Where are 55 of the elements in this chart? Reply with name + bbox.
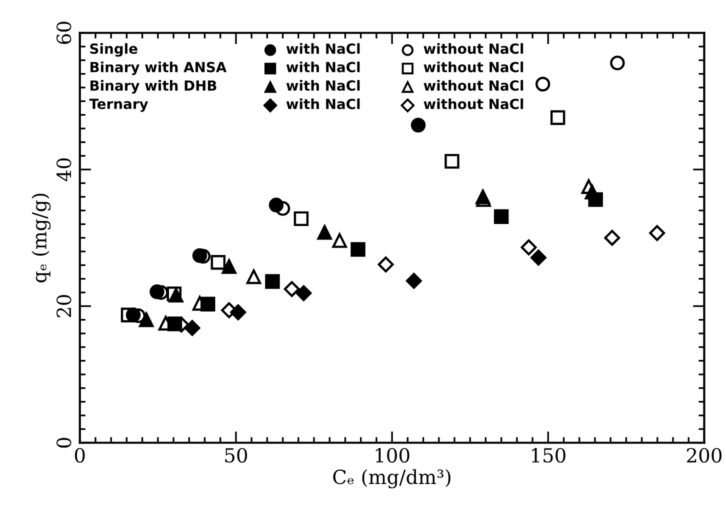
annotation: Single	[90, 43, 138, 57]
legend-label: without NaCl	[424, 80, 524, 91]
point	[476, 189, 490, 204]
point	[550, 110, 566, 125]
point	[268, 198, 284, 212]
legend-label: without NaCl	[424, 43, 524, 54]
point	[246, 269, 262, 284]
point	[192, 248, 208, 263]
annotation: Ternary	[89, 98, 148, 112]
annotation: Binary with ANSA	[90, 62, 227, 76]
point	[296, 285, 312, 302]
point	[184, 320, 200, 336]
legend-label: without NaCl	[424, 62, 524, 72]
x-tick-label: 200	[686, 448, 722, 463]
point	[317, 224, 332, 240]
point	[350, 242, 366, 257]
y-tick-label: 40	[56, 158, 72, 182]
y-axis-title: qₑ (mg/g)	[32, 194, 51, 282]
point	[230, 304, 246, 320]
point	[284, 281, 300, 298]
point	[535, 76, 550, 92]
point	[150, 284, 164, 300]
point	[410, 118, 426, 132]
y-tick-label: 0	[56, 438, 72, 448]
point	[265, 274, 280, 289]
point	[444, 154, 460, 169]
point	[210, 255, 226, 270]
x-tick-label: 150	[532, 448, 566, 463]
point	[610, 56, 625, 70]
point	[604, 230, 620, 246]
point	[494, 209, 509, 224]
legend-label: with NaCl	[286, 62, 360, 72]
point	[406, 272, 422, 289]
x-tick-label: 0	[74, 448, 85, 463]
y-tick-label: 20	[56, 295, 72, 318]
legend-label: without NaCl	[424, 98, 524, 110]
point	[530, 250, 546, 266]
point	[200, 296, 216, 312]
y-tick-label: 60	[56, 22, 72, 44]
point	[126, 308, 141, 322]
annotation: Binary with DHB	[90, 80, 216, 94]
point	[649, 225, 666, 242]
point	[222, 259, 236, 274]
x-tick-label: 50	[225, 448, 248, 463]
point	[294, 211, 309, 226]
legend-label: with NaCl	[286, 43, 360, 54]
point	[138, 312, 154, 328]
point	[520, 239, 537, 256]
point	[167, 316, 182, 332]
legend-label: with NaCl	[286, 98, 360, 110]
point	[332, 233, 347, 248]
point	[378, 256, 394, 272]
x-axis-title: Cₑ (mg/dm³)	[333, 469, 450, 488]
legend-label: with NaCl	[286, 80, 360, 91]
x-tick-label: 100	[376, 448, 410, 463]
